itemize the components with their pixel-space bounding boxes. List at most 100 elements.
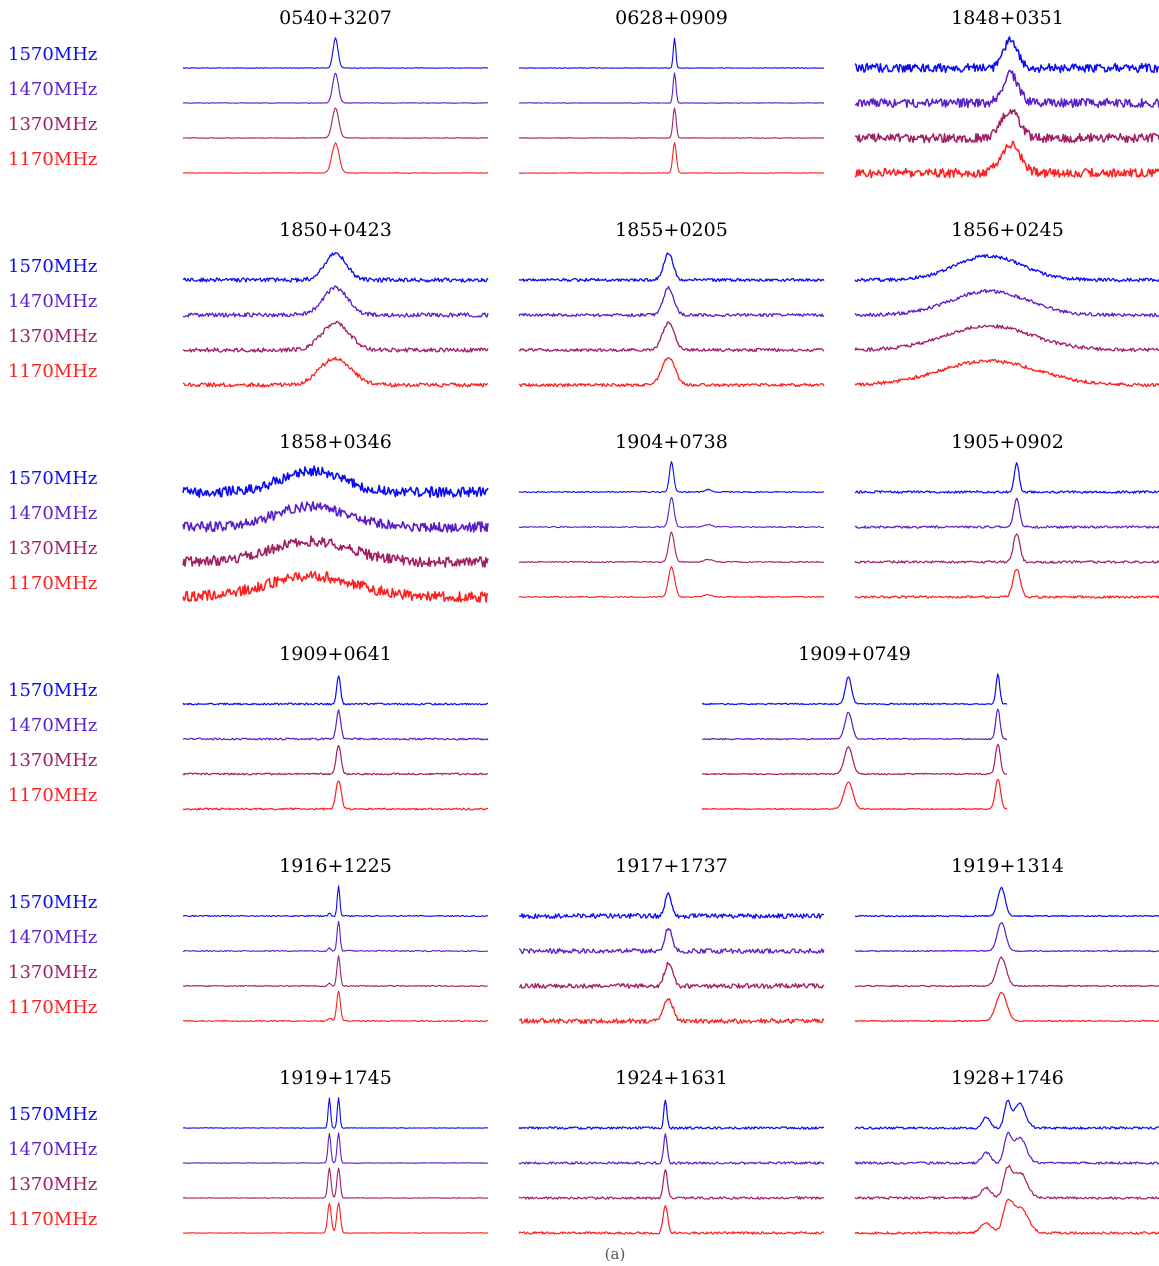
profile-panel: 1919+1314: [854, 855, 1159, 1023]
profile-trace-1470mhz: [518, 1133, 825, 1165]
frequency-label: 1570MHz: [8, 256, 97, 277]
profile-trace-1570mhz: [519, 37, 825, 69]
frequency-label: 1370MHz: [8, 326, 97, 347]
profile-panel: 1917+1737: [518, 855, 825, 1025]
profile-trace-1370mhz: [182, 320, 489, 353]
pulsar-name-title: 1916+1225: [279, 855, 392, 877]
profile-trace-1170mhz: [854, 358, 1159, 388]
profile-trace-1170mhz: [854, 140, 1159, 179]
profile-panel: 1904+0738: [518, 431, 825, 599]
profile-trace-1570mhz: [518, 1099, 825, 1130]
pulsar-name-title: 0628+0909: [615, 7, 728, 29]
profile-trace-1570mhz: [518, 892, 825, 920]
pulsar-name-title: 1848+0351: [951, 7, 1064, 29]
profile-trace-1470mhz: [182, 501, 489, 533]
pulsar-name-title: 1856+0245: [951, 219, 1064, 241]
profile-trace-1470mhz: [518, 927, 825, 955]
frequency-label: 1470MHz: [8, 291, 97, 312]
profile-panel: 1928+1746: [854, 1067, 1159, 1235]
profile-trace-1570mhz: [182, 1097, 489, 1129]
profile-panel: 1850+0423: [182, 219, 489, 388]
profile-panel: 0540+3207: [182, 7, 489, 174]
profile-trace-1570mhz: [518, 252, 825, 283]
frequency-label: 1370MHz: [8, 962, 97, 983]
profile-trace-1170mhz: [518, 356, 825, 388]
pulsar-name-title: 1858+0346: [279, 431, 392, 453]
frequency-label: 1170MHz: [8, 149, 97, 170]
profile-trace-1470mhz: [182, 1132, 489, 1164]
frequency-label: 1470MHz: [8, 503, 97, 524]
profile-trace-1170mhz: [518, 1205, 825, 1235]
frequency-label: 1370MHz: [8, 114, 97, 135]
frequency-label: 1470MHz: [8, 927, 97, 948]
profile-trace-1570mhz: [701, 673, 1008, 706]
profile-trace-1570mhz: [182, 675, 489, 706]
frequency-label: 1570MHz: [8, 468, 97, 489]
profile-trace-1570mhz: [854, 462, 1159, 494]
profile-trace-1570mhz: [854, 254, 1159, 283]
profile-trace-1470mhz: [518, 496, 825, 529]
frequency-label: 1170MHz: [8, 785, 97, 806]
pulsar-name-title: 1909+0749: [798, 643, 911, 665]
profile-panel: 1848+0351: [854, 7, 1159, 179]
panels-group: 1570MHz 1470MHz 1370MHz 1170MHz 0540+3207 062…: [8, 7, 1159, 1235]
pulsar-name-title: 1909+0641: [279, 643, 392, 665]
frequency-label: 1170MHz: [8, 1209, 97, 1230]
pulsar-name-title: 1928+1746: [951, 1067, 1064, 1089]
profile-panel: 1858+0346: [182, 431, 489, 603]
pulsar-name-title: 0540+3207: [279, 7, 392, 29]
profile-trace-1170mhz: [854, 568, 1159, 599]
profile-trace-1170mhz: [182, 142, 489, 174]
frequency-label: 1170MHz: [8, 573, 97, 594]
profile-trace-1370mhz: [854, 324, 1159, 353]
profile-trace-1170mhz: [701, 778, 1008, 811]
pulsar-name-title: 1855+0205: [615, 219, 728, 241]
profile-trace-1370mhz: [518, 961, 825, 990]
profile-trace-1570mhz: [518, 461, 825, 494]
profile-trace-1470mhz: [182, 709, 489, 741]
profile-trace-1170mhz: [854, 1198, 1159, 1235]
profile-trace-1370mhz: [518, 321, 825, 353]
profile-trace-1370mhz: [855, 108, 1159, 144]
frequency-label: 1570MHz: [8, 680, 97, 701]
profile-trace-1470mhz: [854, 288, 1159, 318]
profile-trace-1170mhz: [519, 997, 825, 1025]
figure-caption: (a): [605, 1245, 626, 1263]
pulsar-name-title: 1850+0423: [279, 219, 392, 241]
pulsar-name-title: 1924+1631: [615, 1067, 728, 1089]
frequency-label: 1370MHz: [8, 1174, 97, 1195]
profile-trace-1470mhz: [854, 1131, 1159, 1165]
profile-trace-1370mhz: [182, 107, 489, 139]
frequency-label: 1570MHz: [8, 892, 97, 913]
frequency-label: 1570MHz: [8, 1104, 97, 1125]
profile-trace-1570mhz: [183, 885, 489, 918]
frequency-label: 1470MHz: [8, 1139, 97, 1160]
frequency-label: 1170MHz: [8, 361, 97, 382]
profile-trace-1470mhz: [854, 922, 1159, 953]
frequency-label: 1570MHz: [8, 44, 97, 65]
profile-trace-1170mhz: [182, 1202, 489, 1234]
profile-panel: 1855+0205: [518, 219, 825, 388]
profile-trace-1570mhz: [182, 37, 489, 69]
profile-trace-1370mhz: [854, 1164, 1159, 1200]
profile-trace-1470mhz: [182, 72, 488, 104]
pulsar-name-title: 1904+0738: [615, 431, 728, 453]
profile-panel: 1905+0902: [854, 431, 1159, 599]
profile-trace-1370mhz: [182, 1167, 489, 1199]
profile-panel: 1909+0641: [182, 643, 489, 811]
profile-trace-1470mhz: [519, 72, 825, 104]
profile-trace-1370mhz: [518, 531, 825, 564]
profile-panel: 1919+1745: [182, 1067, 489, 1234]
profile-trace-1570mhz: [182, 251, 489, 283]
profile-trace-1570mhz: [854, 1099, 1159, 1130]
profile-panel: 0628+0909: [518, 7, 825, 174]
profile-trace-1370mhz: [182, 535, 489, 568]
profile-trace-1470mhz: [518, 285, 825, 318]
profile-trace-1370mhz: [182, 744, 489, 776]
frequency-label: 1370MHz: [8, 538, 97, 559]
profile-trace-1570mhz: [854, 886, 1159, 918]
frequency-label: 1370MHz: [8, 750, 97, 771]
profile-trace-1170mhz: [182, 990, 489, 1023]
profile-trace-1570mhz: [854, 36, 1159, 74]
profile-panel: 1924+1631: [518, 1067, 825, 1235]
